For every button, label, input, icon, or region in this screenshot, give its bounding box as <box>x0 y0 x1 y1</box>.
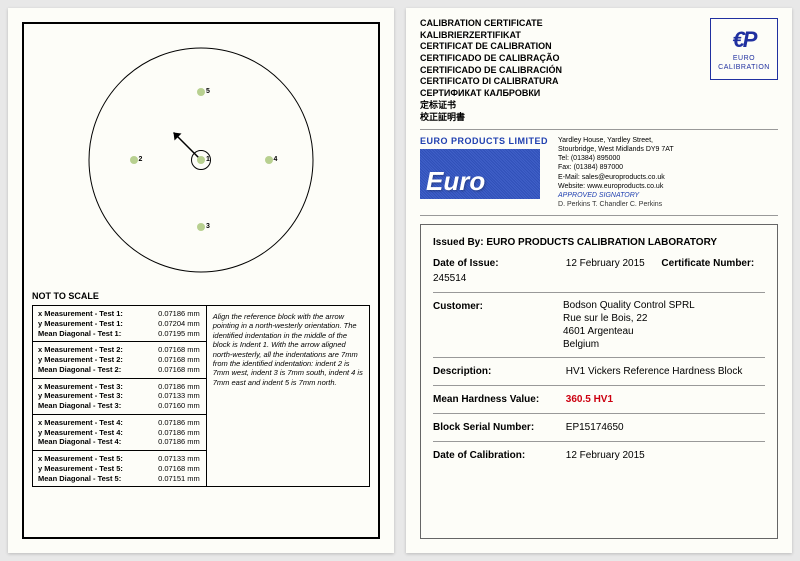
right-page: CALIBRATION CERTIFICATEKALIBRIERZERTIFIK… <box>406 8 792 553</box>
addr-line1: Yardley House, Yardley Street, <box>558 136 778 145</box>
mean-value: 360.5 HV1 <box>566 394 613 405</box>
left-page: 1 2 3 4 5 NOT TO SCALE x Measurement - Test … <box>8 8 394 553</box>
company-banner: EURO PRODUCTS LIMITED Euro Yardley House… <box>420 130 778 216</box>
issue-cert-row: Date of Issue: 12 February 2015 Certific… <box>433 256 765 286</box>
issue-date-label: Date of Issue: <box>433 256 563 271</box>
banner-left: EURO PRODUCTS LIMITED Euro <box>420 136 548 209</box>
logo-line2: CALIBRATION <box>718 64 770 71</box>
cal-date-value: 12 February 2015 <box>566 450 645 461</box>
addr-fax: Fax: (01384) 897000 <box>558 163 778 172</box>
indent-label-1: 1 <box>206 156 210 163</box>
serial-value: EP15174650 <box>566 422 624 433</box>
cert-title-line: CALIBRATION CERTIFICATE <box>420 18 562 30</box>
circle-diagram: 1 2 3 4 5 <box>32 32 370 287</box>
signatory-names: D. Perkins T. Chandler C. Perkins <box>558 200 778 209</box>
serial-row: Block Serial Number: EP15174650 <box>433 420 765 435</box>
measurement-block-4: x Measurement - Test 4: 0.07186 mmy Meas… <box>33 415 206 451</box>
certificate-body: Issued By: EURO PRODUCTS CALIBRATION LAB… <box>420 224 778 539</box>
cal-date-row: Date of Calibration: 12 February 2015 <box>433 448 765 463</box>
left-frame: 1 2 3 4 5 NOT TO SCALE x Measurement - Test … <box>22 22 380 539</box>
addr-web: Website: www.europroducts.co.uk <box>558 182 778 191</box>
measurement-box: x Measurement - Test 1: 0.07186 mmy Meas… <box>32 305 370 487</box>
cert-title-line: CERTIFICATO DI CALIBRATURA <box>420 76 562 88</box>
cert-no-label: Certificate Number: <box>661 256 754 271</box>
header-row: CALIBRATION CERTIFICATEKALIBRIERZERTIFIK… <box>420 8 778 130</box>
indent-4 <box>265 156 273 164</box>
instructions-text: Align the reference block with the arrow… <box>206 306 369 486</box>
desc-value: HV1 Vickers Reference Hardness Block <box>566 366 743 377</box>
measurement-block-2: x Measurement - Test 2: 0.07168 mmy Meas… <box>33 342 206 378</box>
euro-logo-block: Euro <box>420 149 540 199</box>
customer-block: Customer: Bodson Quality Control SPRLRue… <box>433 299 765 351</box>
addr-line2: Stourbridge, West Midlands DY9 7AT <box>558 145 778 154</box>
cert-title-line: CERTIFICADO DE CALIBRACIÓN <box>420 65 562 77</box>
serial-label: Block Serial Number: <box>433 420 563 435</box>
address-column: Yardley House, Yardley Street, Stourbrid… <box>558 136 778 209</box>
measurement-block-3: x Measurement - Test 3: 0.07186 mmy Meas… <box>33 379 206 415</box>
indent-5 <box>197 88 205 96</box>
cert-title-line: 校正証明書 <box>420 112 562 124</box>
banner-title: EURO PRODUCTS LIMITED <box>420 136 548 146</box>
approved-signatory: APPROVED SIGNATORY <box>558 191 778 200</box>
cert-title-line: CERTIFICAT DE CALIBRATION <box>420 41 562 53</box>
customer-lines: Bodson Quality Control SPRLRue sur le Bo… <box>563 299 695 351</box>
ep-logo: €P EURO CALIBRATION <box>710 18 778 80</box>
cert-title-line: CERTIFICADO DE CALIBRAÇÃO <box>420 53 562 65</box>
indent-label-3: 3 <box>206 223 210 230</box>
issued-by: Issued By: EURO PRODUCTS CALIBRATION LAB… <box>433 235 765 250</box>
indent-2 <box>130 156 138 164</box>
indent-label-4: 4 <box>274 156 278 163</box>
issue-date: 12 February 2015 <box>566 258 645 269</box>
customer-line: Belgium <box>563 338 695 351</box>
measurement-column: x Measurement - Test 1: 0.07186 mmy Meas… <box>33 306 206 486</box>
cert-title-line: 定标证书 <box>420 100 562 112</box>
addr-tel: Tel: (01384) 895000 <box>558 154 778 163</box>
mean-hardness-row: Mean Hardness Value: 360.5 HV1 <box>433 392 765 407</box>
customer-line: Bodson Quality Control SPRL <box>563 299 695 312</box>
customer-line: Rue sur le Bois, 22 <box>563 312 695 325</box>
indent-label-2: 2 <box>139 156 143 163</box>
indent-3 <box>197 223 205 231</box>
mean-label: Mean Hardness Value: <box>433 392 563 407</box>
cal-date-label: Date of Calibration: <box>433 448 563 463</box>
certificate-titles: CALIBRATION CERTIFICATEKALIBRIERZERTIFIK… <box>420 18 562 123</box>
measurement-block-1: x Measurement - Test 1: 0.07186 mmy Meas… <box>33 306 206 342</box>
measurement-block-5: x Measurement - Test 5: 0.07133 mmy Meas… <box>33 451 206 486</box>
indent-1 <box>197 156 205 164</box>
cert-title-line: СЕРТИФИКАТ КАЛБРОВКИ <box>420 88 562 100</box>
customer-line: 4601 Argenteau <box>563 325 695 338</box>
addr-email: E-Mail: sales@europroducts.co.uk <box>558 173 778 182</box>
not-to-scale-label: NOT TO SCALE <box>32 291 370 301</box>
cert-title-line: KALIBRIERZERTIFIKAT <box>420 30 562 42</box>
logo-line1: EURO <box>733 55 755 62</box>
logo-big: €P <box>733 27 756 53</box>
customer-label: Customer: <box>433 299 563 351</box>
cert-no: 245514 <box>433 273 466 284</box>
desc-label: Description: <box>433 364 563 379</box>
description-row: Description: HV1 Vickers Reference Hardn… <box>433 364 765 379</box>
indent-label-5: 5 <box>206 88 210 95</box>
